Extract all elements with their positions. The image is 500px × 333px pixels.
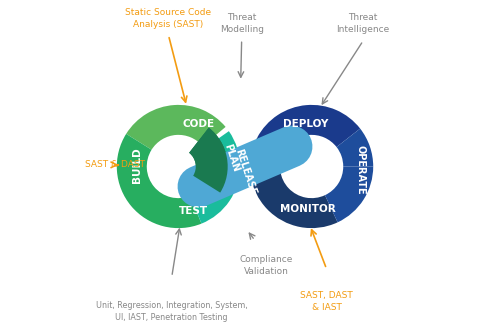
Wedge shape [189,128,228,192]
Wedge shape [204,131,240,166]
Wedge shape [325,166,373,222]
Text: OPERATE: OPERATE [356,145,366,195]
Text: SAST, DAST
& IAST: SAST, DAST & IAST [300,291,353,312]
Text: Threat
Intelligence: Threat Intelligence [336,13,390,34]
Text: CODE: CODE [182,119,214,129]
Wedge shape [257,105,360,152]
Wedge shape [250,138,338,228]
Text: Unit, Regression, Integration, System,
UI, IAST, Penetration Testing: Unit, Regression, Integration, System, U… [96,301,248,322]
Text: TEST: TEST [179,206,208,216]
Text: Compliance
Validation: Compliance Validation [240,255,292,275]
Wedge shape [117,134,202,228]
Text: PLAN: PLAN [222,143,240,173]
Text: Static Source Code
Analysis (SAST): Static Source Code Analysis (SAST) [126,8,212,29]
Wedge shape [126,105,226,150]
Text: BUILD: BUILD [132,147,142,182]
Text: DEPLOY: DEPLOY [283,119,329,129]
Text: Threat
Modelling: Threat Modelling [220,13,264,34]
Wedge shape [189,128,228,192]
Wedge shape [336,129,373,166]
Text: RELEASE: RELEASE [234,148,258,197]
Wedge shape [190,166,240,224]
Text: SAST & DAST: SAST & DAST [85,160,145,169]
Text: MONITOR: MONITOR [280,204,336,214]
